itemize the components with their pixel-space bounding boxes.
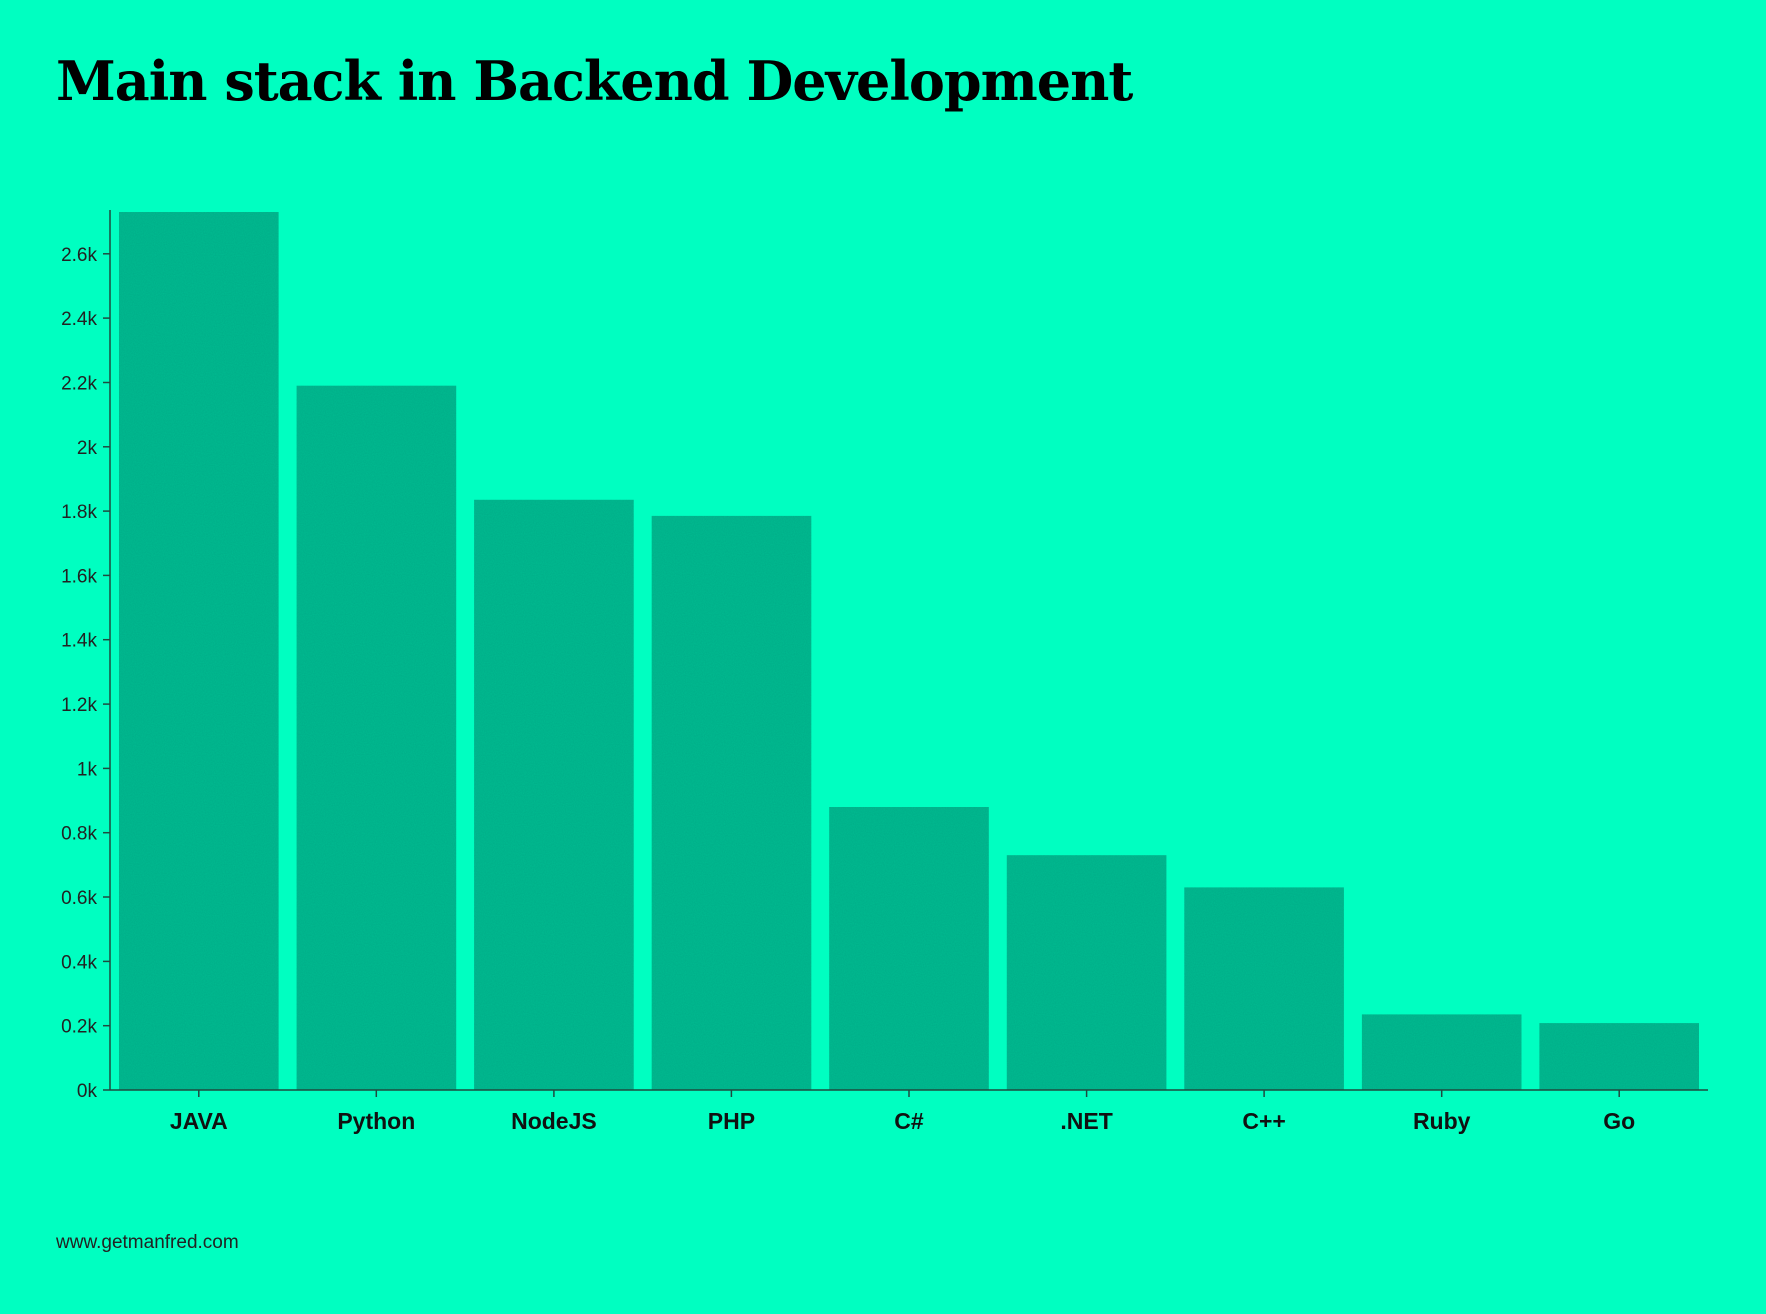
y-tick-label: 0.2k [61, 1017, 97, 1038]
bar-c [829, 807, 989, 1090]
bar-net [1006, 855, 1167, 1090]
x-category-label: NodeJS [511, 1108, 597, 1134]
y-tick-label: 0.4k [61, 952, 97, 973]
y-tick-label: 0.8k [61, 824, 97, 845]
bar-python [296, 385, 457, 1090]
x-category-label: Ruby [1413, 1108, 1471, 1134]
bar-php [651, 515, 812, 1090]
y-tick-label: 1.8k [61, 502, 97, 523]
chart-title: Main stack in Backend Development [56, 49, 1133, 113]
x-category-label: C++ [1242, 1108, 1285, 1134]
y-tick-label: 0.6k [61, 888, 97, 909]
axes-layer: 0k 0.2k 0.4k 0.6k 0.8k 1k 1.2k 1.4k 1.6k 1.8k 2k 2.… [61, 210, 1708, 1134]
y-tick-label: 1k [77, 759, 98, 780]
x-category-label: Python [337, 1108, 415, 1134]
x-category-label: .NET [1060, 1108, 1112, 1134]
bars-layer [119, 212, 1699, 1090]
x-category-label: Go [1603, 1108, 1635, 1134]
x-category-label: C# [894, 1108, 924, 1134]
bar-java [119, 212, 279, 1090]
y-tick-label: 2.6k [61, 245, 97, 266]
bar-nodejs [474, 499, 634, 1090]
y-tick-label: 1.4k [61, 631, 97, 652]
y-tick-label: 0k [77, 1081, 98, 1102]
y-tick-label: 2k [77, 438, 98, 459]
y-tick-label: 2.4k [61, 309, 97, 330]
bar-c [1184, 887, 1344, 1090]
y-tick-label: 2.2k [61, 374, 97, 395]
bar-ruby [1361, 1014, 1522, 1090]
footer-url[interactable]: www.getmanfred.com [56, 1232, 239, 1253]
y-tick-label: 1.6k [61, 566, 97, 587]
y-tick-label: 1.2k [61, 695, 97, 716]
x-category-label: JAVA [170, 1108, 228, 1134]
x-category-label: PHP [708, 1108, 755, 1134]
bar-go [1539, 1023, 1699, 1090]
